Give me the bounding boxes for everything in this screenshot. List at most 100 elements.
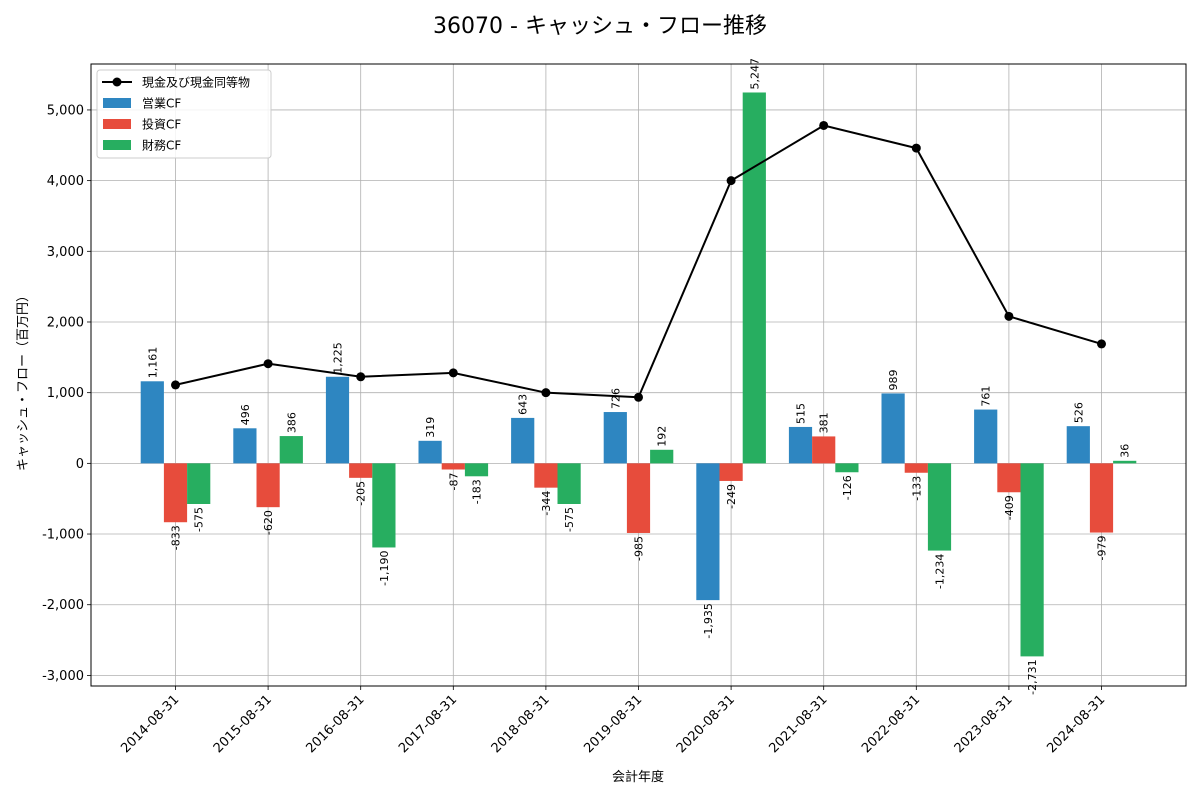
- legend-label: 投資CF: [142, 117, 181, 132]
- bar: [603, 412, 627, 464]
- x-tick-label: 2023-08-31: [952, 692, 1016, 756]
- data-label: -985: [633, 536, 646, 561]
- data-label: 761: [980, 386, 993, 407]
- legend-box: [96, 69, 272, 159]
- data-label: -344: [540, 491, 553, 516]
- bar: [812, 436, 836, 464]
- y-axis-label: キャッシュ・フロー（百万円）: [16, 289, 31, 471]
- data-label: -1,190: [378, 550, 391, 585]
- data-label: -1,935: [702, 603, 715, 638]
- bar: [974, 409, 998, 464]
- bar: [1089, 463, 1114, 533]
- y-tick-label: 2,000: [47, 315, 84, 330]
- data-label: 726: [609, 388, 622, 409]
- y-tick-label: 3,000: [47, 245, 84, 260]
- x-tick-label: 2021-08-31: [766, 692, 830, 756]
- line-point: [448, 368, 458, 378]
- bar: [349, 463, 373, 478]
- bar: [881, 393, 905, 464]
- bar: [372, 463, 396, 548]
- data-label: -2,731: [1026, 659, 1039, 694]
- data-label: 515: [795, 403, 808, 424]
- x-tick-label: 2019-08-31: [581, 692, 645, 756]
- legend-label: 財務CF: [142, 138, 181, 153]
- bar: [1113, 460, 1137, 464]
- legend-label: 営業CF: [142, 97, 181, 111]
- data-label: 1,161: [146, 347, 159, 379]
- data-label: -87: [447, 473, 460, 491]
- bar: [187, 463, 211, 504]
- bar: [904, 463, 928, 473]
- data-labels: 1,161 496 1,225 319 643 726 -1,935 515 989 761 526…: [146, 58, 1131, 695]
- data-label: -249: [725, 484, 738, 509]
- data-label: -833: [170, 525, 183, 550]
- bar: [1020, 463, 1044, 657]
- data-label: 643: [517, 394, 530, 415]
- line-point: [634, 392, 643, 402]
- x-axis-label: 会計年度: [612, 769, 664, 785]
- legend-bar-swatch: [103, 98, 131, 108]
- y-tick-label: 4,000: [47, 174, 84, 189]
- bar: [997, 463, 1021, 493]
- x-tick-label: 2016-08-31: [303, 692, 367, 756]
- bar: [418, 440, 442, 464]
- legend-bar-swatch: [103, 119, 131, 129]
- bar: [557, 463, 581, 504]
- line-point: [356, 372, 366, 382]
- bar: [464, 463, 489, 477]
- x-tick-label: 2015-08-31: [211, 692, 275, 756]
- x-tick-label: 2024-08-31: [1044, 692, 1108, 756]
- bar: [927, 463, 952, 551]
- data-label: -183: [471, 479, 484, 504]
- bar: [233, 428, 257, 464]
- x-axis: 2014-08-31 2015-08-31 2016-08-31 2017-08-31…: [118, 686, 1108, 756]
- line-point: [911, 143, 921, 153]
- data-label: 36: [1119, 444, 1132, 458]
- data-label: 5,247: [748, 58, 761, 90]
- data-label: -1,234: [934, 554, 947, 589]
- chart-title: 36070 - キャッシュ・フロー推移: [433, 14, 767, 39]
- line-point: [263, 359, 273, 369]
- data-label: -979: [1096, 536, 1109, 561]
- data-label: 192: [656, 426, 669, 447]
- y-tick-label: -1,000: [42, 528, 84, 543]
- bar: [279, 436, 303, 464]
- y-tick-label: 0: [76, 457, 84, 472]
- bar: [650, 449, 674, 464]
- y-tick-label: 1,000: [47, 386, 84, 401]
- bar: [256, 463, 280, 508]
- bar: [835, 463, 859, 473]
- data-label: 1,225: [332, 342, 345, 374]
- legend-bar-swatch: [103, 140, 131, 150]
- data-label: -575: [193, 507, 206, 532]
- data-label: -126: [841, 475, 854, 500]
- bar: [163, 463, 188, 523]
- data-label: 386: [285, 412, 298, 433]
- bar-marks: [140, 92, 1137, 657]
- bar: [441, 463, 465, 470]
- data-label: 496: [239, 404, 252, 425]
- line-point: [171, 380, 180, 390]
- bar: [140, 381, 164, 464]
- data-label: 319: [424, 417, 437, 438]
- bar: [511, 417, 535, 464]
- y-tick-label: 5,000: [47, 103, 84, 118]
- data-label: -133: [910, 476, 923, 501]
- data-label: 381: [818, 412, 831, 433]
- data-label: 526: [1072, 402, 1085, 423]
- legend-marker: [112, 77, 122, 87]
- x-tick-label: 2014-08-31: [118, 692, 182, 756]
- line-point: [541, 388, 551, 398]
- bar: [742, 92, 766, 464]
- x-tick-label: 2020-08-31: [674, 692, 738, 756]
- legend-label: 現金及び現金同等物: [142, 75, 250, 90]
- line-point: [819, 120, 829, 130]
- y-axis: -3,000 -2,000 -1,000 0 1,000 2,000 3,000 4,000 5…: [42, 103, 91, 684]
- x-tick-label: 2017-08-31: [396, 692, 460, 756]
- bar: [696, 463, 720, 601]
- bar: [719, 463, 743, 481]
- y-tick-label: -3,000: [42, 669, 84, 684]
- line-point: [1004, 311, 1014, 321]
